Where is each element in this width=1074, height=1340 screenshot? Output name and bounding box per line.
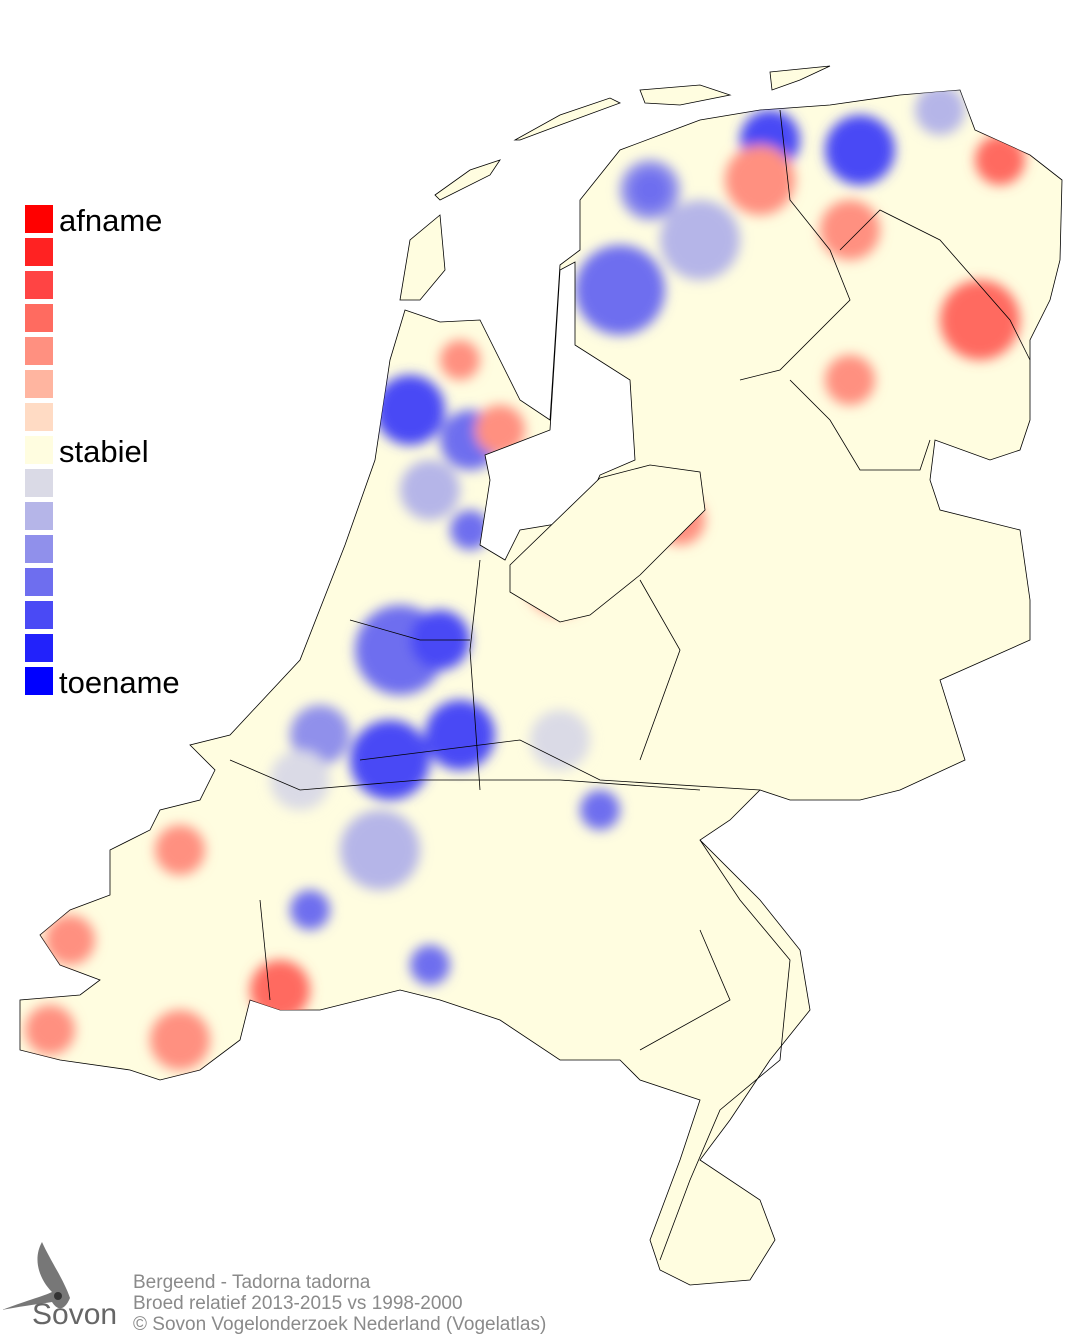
border-line [789,379,931,471]
trend-patch [825,115,895,185]
trend-patch [425,700,495,770]
legend-swatch [25,436,53,464]
legend-swatch [25,403,53,431]
trend-patch [440,340,480,380]
trend-patch [400,460,460,520]
comparison-period: Broed relatief 2013-2015 vs 1998-2000 [133,1293,463,1314]
map-caption: Bergeend - Tadorna tadorna Broed relatie… [133,1272,546,1335]
legend-swatch [25,205,53,233]
trend-patch [150,1010,210,1070]
legend-swatch [25,370,53,398]
legend-swatch [25,238,53,266]
trend-patch [25,1005,75,1055]
island [639,84,732,106]
trend-patch [630,170,670,210]
legend-label-increase: toename [59,665,180,700]
trend-patch [575,245,665,335]
legend-swatch [25,271,53,299]
border-line [259,899,271,1001]
island [434,159,501,201]
border-line [659,839,791,1261]
trend-patch [530,710,590,770]
island [513,97,622,141]
legend-swatch [25,568,53,596]
legend-swatch [25,601,53,629]
trend-patch [45,915,95,965]
legend-swatch [25,304,53,332]
legend-swatch [25,469,53,497]
legend-swatch [25,634,53,662]
border-line [639,579,681,761]
trend-patch [660,200,740,280]
trend-patch [350,720,430,800]
legend-label-decrease: afname [59,203,163,238]
border-line [639,929,731,1051]
border-line [839,209,1031,361]
trend-patch [580,790,620,830]
legend-swatch [25,667,53,695]
trend-patch [725,145,795,215]
trend-patch [975,135,1025,185]
trend-patch [250,960,310,1020]
trend-patch [375,375,445,445]
species-name: Bergeend - Tadorna tadorna [133,1272,371,1293]
sovon-swallow-logo [2,1242,70,1310]
flevoland-land [509,464,706,623]
border-line [739,109,851,381]
trend-patch [475,405,525,455]
copyright: © Sovon Vogelonderzoek Nederland (Vogela… [133,1314,547,1335]
border-line [469,559,481,791]
border-line [359,739,761,791]
trend-patch [340,810,420,890]
trend-patch [155,825,205,875]
trend-patch [825,355,875,405]
trend-patch [290,890,330,930]
trend-patch [410,945,450,985]
trend-patch [820,200,880,260]
island [399,214,446,301]
trend-patch [450,510,490,550]
legend-swatch [25,502,53,530]
trend-patch [270,750,330,810]
legend-swatch [25,337,53,365]
province-borders [229,109,1031,1261]
border-line [349,619,470,641]
trend-patch [940,280,1020,360]
ijsselmeer-water [479,261,636,561]
trend-patch [915,90,965,135]
legend-swatch [25,535,53,563]
wadden-islands [399,65,831,301]
border-line [229,759,701,791]
legend-label-stable: stabiel [59,434,149,469]
trend-patch [290,705,350,765]
logo-text: Sovon [32,1298,118,1331]
island [769,65,831,91]
